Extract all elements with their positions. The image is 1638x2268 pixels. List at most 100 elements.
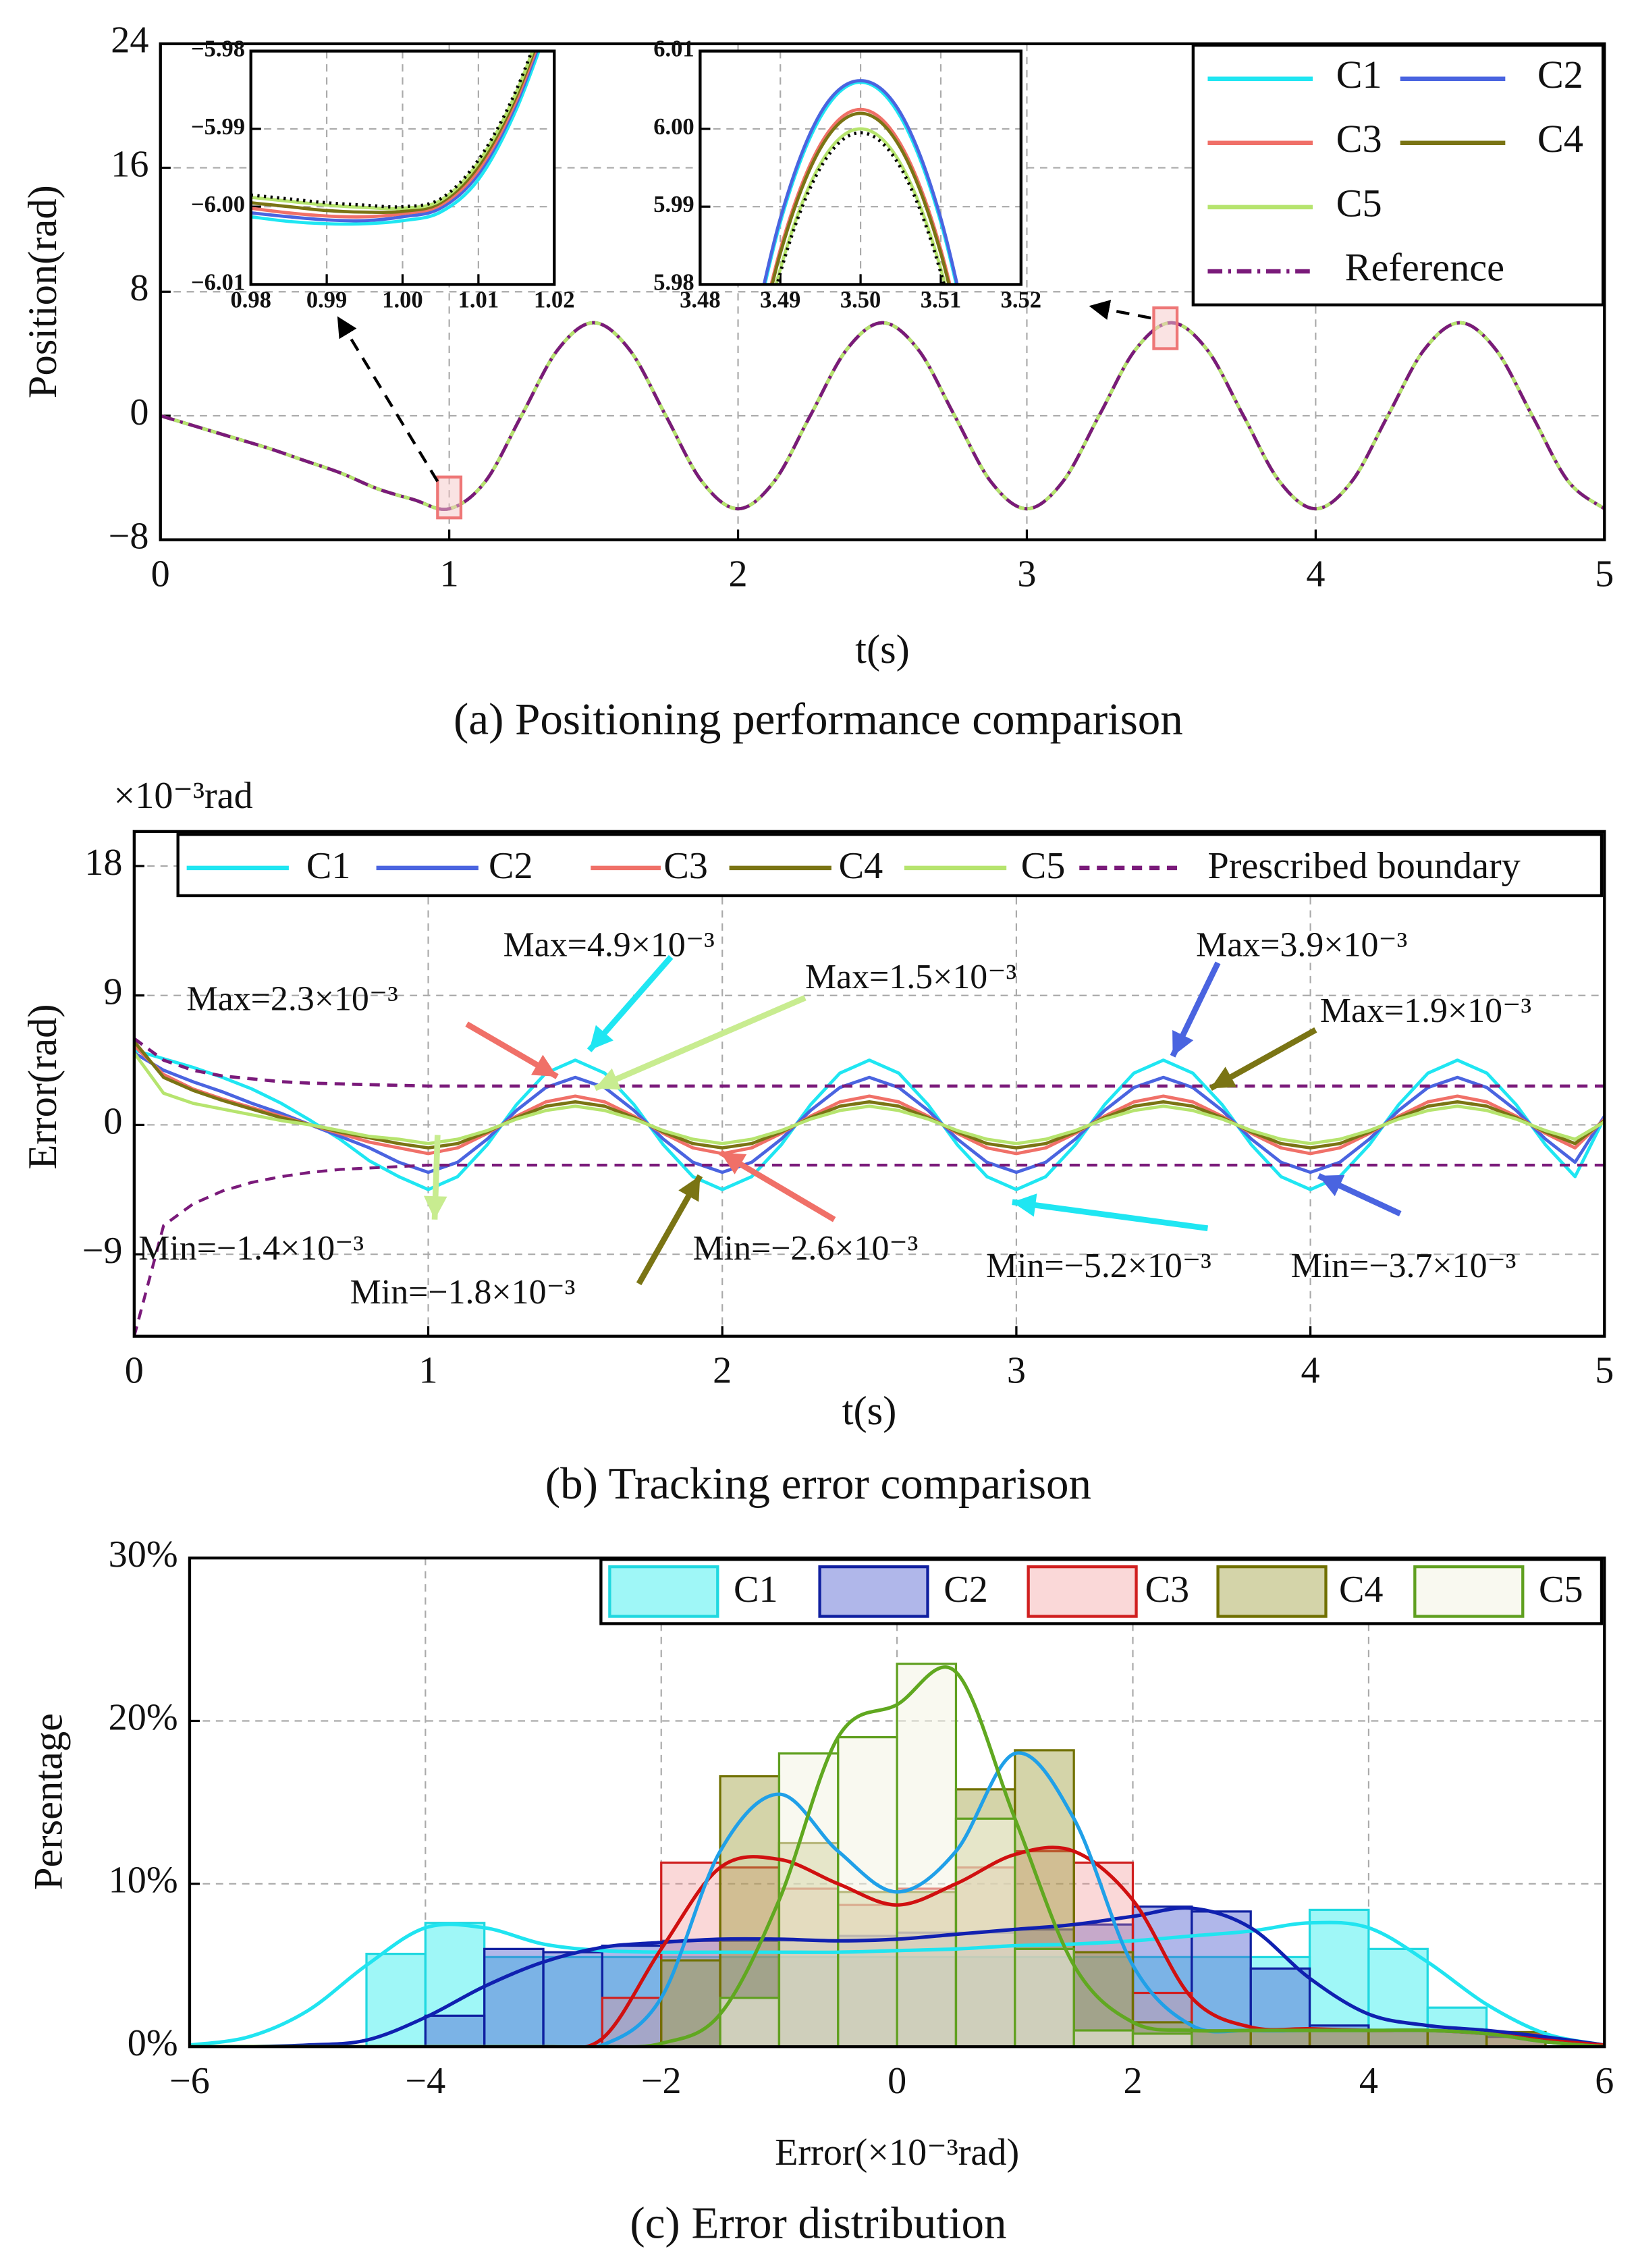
y-axis-label: Persentage [26,1713,72,1890]
x-axis-label: t(s) [855,627,910,672]
histogram-bar [837,1735,898,2048]
histogram-bar [542,1951,604,2048]
y-tick-label: 24 [111,20,148,61]
inset-background [250,51,555,285]
y-tick-label: 0 [103,1100,122,1142]
annotation-arrowhead [595,1068,622,1090]
annotation: Min=−5.2×10⁻³ [986,1247,1211,1285]
annotation: Max=4.9×10⁻³ [503,926,715,965]
legend-box [176,833,1604,898]
x-tick-label: 1 [418,1350,437,1392]
x-tick-label: 4 [1359,2060,1378,2102]
series-line [134,1052,1605,1145]
histogram-bar [1308,2029,1370,2048]
x-tick-label: −6 [169,2060,210,2102]
y-tick-label: 6.01 [653,36,694,62]
y-tick-label: −8 [109,516,149,558]
series-line [774,127,947,285]
x-tick-label: 0 [888,2060,906,2102]
x-tick-label: −4 [405,2060,445,2102]
y-tick-label: 0 [130,392,148,433]
annotation-arrowhead [423,1195,447,1220]
x-axis-label: Error(×10⁻³rad) [775,2132,1019,2174]
x-tick-label: 4 [1306,554,1325,595]
histogram-bar [1249,2029,1311,2048]
annotation-arrowhead [678,1175,701,1202]
annotation-arrow [594,995,807,1091]
x-tick-label: 1.02 [534,287,574,313]
y-tick-label: 20% [109,1696,178,1738]
y-tick-label: 0% [128,2022,178,2064]
inset-background [700,51,1021,285]
annotation: Min=−1.8×10⁻³ [350,1273,576,1312]
annotation: Max=2.3×10⁻³ [187,980,398,1019]
annotation: Max=3.9×10⁻³ [1196,926,1407,965]
annotation: Min=−3.7×10⁻³ [1291,1247,1517,1285]
x-tick-label: 4 [1301,1350,1320,1392]
x-tick-label: 6 [1595,2060,1614,2102]
histogram-bar [601,1997,663,2048]
y-tick-label: 5.98 [653,269,694,295]
x-tick-label: 3.49 [760,287,800,313]
legend-label: C2 [944,1569,988,1611]
histogram-bar [1131,2032,1193,2048]
y-tick-label: 30% [109,1534,178,1575]
legend-label: C4 [1537,117,1583,161]
series-line [134,1044,1605,1156]
legend-label: C4 [1339,1569,1384,1611]
histogram-bar [1249,2029,1311,2048]
legend-label: Prescribed boundary [1207,845,1520,887]
legend-label: C5 [1336,181,1382,225]
plot-frame [249,49,556,286]
legend-label: C1 [1336,53,1382,97]
x-tick-label: 1.01 [458,287,499,313]
y-tick-label: −9 [82,1230,123,1272]
caption: (a) Positioning performance comparison [454,694,1183,744]
y-tick-label: −6.01 [191,269,245,295]
legend-label: Reference [1345,245,1504,289]
legend-label: C3 [1336,117,1382,161]
kde-curve [189,1906,1605,2047]
x-tick-label: 3.51 [921,287,961,313]
series-line [134,1037,1605,1088]
annotation-arrowhead [530,1054,557,1077]
caption: (b) Tracking error comparison [545,1459,1091,1509]
legend-swatch [608,1565,719,1618]
histogram-bar [424,2014,486,2048]
x-tick-label: 2 [713,1350,732,1392]
series-line [762,79,959,285]
annotation: Max=1.5×10⁻³ [805,958,1016,996]
x-tick-label: 0.99 [306,287,347,313]
x-tick-label: 3 [1017,554,1036,595]
histogram-bar [1014,1947,1075,2048]
y-tick-label: 5.99 [653,192,694,217]
annotation-arrowhead [1172,1030,1194,1056]
kde-curve [189,1920,1605,2047]
y-axis-label: Error(rad) [20,1004,65,1169]
x-axis-label: t(s) [842,1388,897,1434]
series-line [250,51,534,209]
y-tick-label: −6.00 [191,192,245,217]
legend-label: C5 [1021,845,1066,887]
histogram-bar [365,1952,427,2048]
annotation: Min=−1.4×10⁻³ [138,1229,364,1268]
zoom-arrow [337,316,439,483]
x-tick-label: 1 [440,554,459,595]
legend-label: C1 [734,1569,778,1611]
y-tick-label: 8 [130,267,148,309]
histogram-bar [1249,1967,1311,2048]
legend-swatch [1216,1565,1328,1618]
series-line [770,111,951,285]
x-tick-label: 0 [125,1350,144,1392]
unit-label: ×10⁻³rad [114,775,253,817]
zoom-arrow [1089,300,1151,320]
annotation-arrow [1012,1199,1209,1232]
x-tick-label: 5 [1595,1350,1614,1392]
y-tick-label: 18 [84,842,122,884]
annotation-arrowhead [720,1152,747,1174]
series-line [250,51,541,226]
zoom-marker [1152,306,1179,350]
x-tick-label: 2 [729,554,748,595]
y-axis-label: Position(rad) [20,185,65,398]
